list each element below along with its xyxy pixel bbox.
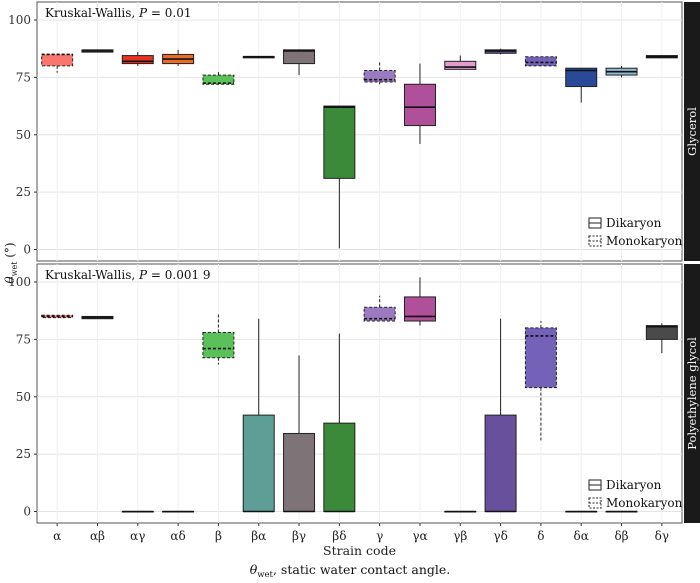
box-polyethylene-glycol-8 (363, 295, 396, 322)
box-glycerol-10 (444, 55, 477, 70)
y-tick-label: 100 (8, 13, 31, 27)
box-body (565, 67, 598, 88)
box-polyethylene-glycol-4 (202, 314, 235, 365)
y-tick-label: 0 (23, 243, 31, 257)
box-body (645, 325, 678, 340)
box-glycerol-7 (323, 105, 356, 249)
y-tick-label: 25 (16, 447, 31, 461)
box-glycerol-9 (403, 63, 436, 144)
legend-label-monokaryon: Monokaryon (606, 496, 683, 510)
box-polyethylene-glycol-13 (565, 510, 598, 513)
panel-background (36, 263, 683, 524)
box-body (444, 60, 477, 70)
box-glycerol-13 (565, 67, 598, 103)
x-axis-title: Strain code (323, 543, 396, 558)
box-glycerol-5 (242, 55, 275, 59)
box-body (363, 69, 396, 83)
legend-label-dikaryon: Dikaryon (606, 478, 662, 492)
kruskal-wallis-annotation: Kruskal-Wallis, P = 0.001 9 (45, 268, 211, 282)
y-tick-label: 50 (16, 390, 31, 404)
box-body (202, 331, 235, 359)
box-polyethylene-glycol-11 (484, 318, 517, 513)
y-tick-label: 50 (16, 128, 31, 142)
y-axis-title: θwet (°) (3, 242, 19, 283)
legend-label-dikaryon: Dikaryon (606, 216, 662, 230)
panel-polyethylene-glycol: 0 25 50 75 100 Kruskal-Wallis, P = 0.001 9 Dik… (8, 263, 700, 524)
x-tick-label: δβ (614, 529, 628, 543)
panel-glycerol: 0 25 50 75 100 Kruskal-Wallis, P = 0.01 Dikary… (8, 1, 700, 262)
x-tick-label: δγ (655, 529, 669, 543)
box-body (283, 49, 316, 65)
box-polyethylene-glycol-9 (403, 277, 436, 326)
box-body (323, 105, 356, 179)
box-glycerol-3 (162, 49, 195, 66)
box-polyethylene-glycol-3 (162, 510, 195, 513)
box-glycerol-14 (605, 65, 638, 78)
box-polyethylene-glycol-1 (81, 315, 114, 320)
x-tick-label: αδ (170, 529, 185, 543)
box-polyethylene-glycol-15 (645, 323, 678, 354)
box-glycerol-11 (484, 48, 517, 55)
box-body (524, 56, 557, 67)
box-body (484, 414, 517, 512)
kruskal-wallis-annotation: Kruskal-Wallis, P = 0.01 (45, 6, 191, 20)
x-tick-label: γα (412, 529, 427, 543)
box-glycerol-2 (121, 52, 154, 66)
panel-background (36, 1, 683, 262)
x-tick-label: γβ (453, 529, 467, 543)
x-tick-label: αβ (90, 529, 105, 543)
box-body (242, 414, 275, 512)
box-polyethylene-glycol-7 (323, 333, 356, 513)
box-polyethylene-glycol-14 (605, 510, 638, 513)
box-polyethylene-glycol-2 (121, 510, 154, 513)
box-glycerol-8 (363, 61, 396, 85)
y-tick-label: 75 (16, 332, 31, 346)
facet-strip (684, 264, 700, 523)
box-polyethylene-glycol-6 (283, 355, 316, 513)
box-polyethylene-glycol-12 (524, 321, 557, 441)
box-glycerol-6 (283, 49, 316, 76)
x-tick-label: βγ (292, 529, 306, 543)
box-glycerol-12 (524, 56, 557, 67)
box-body (363, 306, 396, 322)
box-glycerol-15 (645, 55, 678, 59)
x-tick-label: δ (537, 529, 544, 543)
facet-strip-label: Glycerol (685, 107, 699, 156)
box-body (403, 296, 436, 322)
x-tick-label: γδ (493, 529, 507, 543)
x-tick-label: αγ (130, 529, 145, 543)
figure-caption: θwet, static water contact angle. (250, 562, 451, 579)
x-tick-label: βδ (332, 529, 346, 543)
box-glycerol-1 (81, 49, 114, 53)
box-polyethylene-glycol-0 (41, 314, 74, 319)
x-tick-label: βα (251, 529, 266, 543)
y-tick-label: 100 (8, 275, 31, 289)
x-tick-label: β (215, 529, 222, 543)
box-body (283, 432, 316, 512)
box-polyethylene-glycol-5 (242, 318, 275, 513)
y-tick-label: 25 (16, 185, 31, 199)
legend: Dikaryon Monokaryon (588, 216, 683, 248)
y-tick-label: 75 (16, 70, 31, 84)
facet-strip (684, 2, 700, 261)
box-body (41, 53, 74, 67)
facet-strip-label: Polyethylene glycol (685, 337, 699, 450)
x-tick-label: γ (376, 529, 383, 543)
box-body (403, 83, 436, 127)
legend-label-monokaryon: Monokaryon (606, 234, 683, 248)
x-tick-label: δα (574, 529, 589, 543)
box-body (202, 74, 235, 85)
box-body (323, 422, 356, 512)
box-body (121, 55, 154, 65)
box-polyethylene-glycol-10 (444, 510, 477, 513)
box-body (524, 327, 557, 389)
box-glycerol-0 (41, 53, 74, 73)
x-tick-label: α (53, 529, 61, 543)
y-tick-label: 0 (23, 505, 31, 519)
box-glycerol-4 (202, 70, 235, 85)
legend: Dikaryon Monokaryon (588, 478, 683, 510)
